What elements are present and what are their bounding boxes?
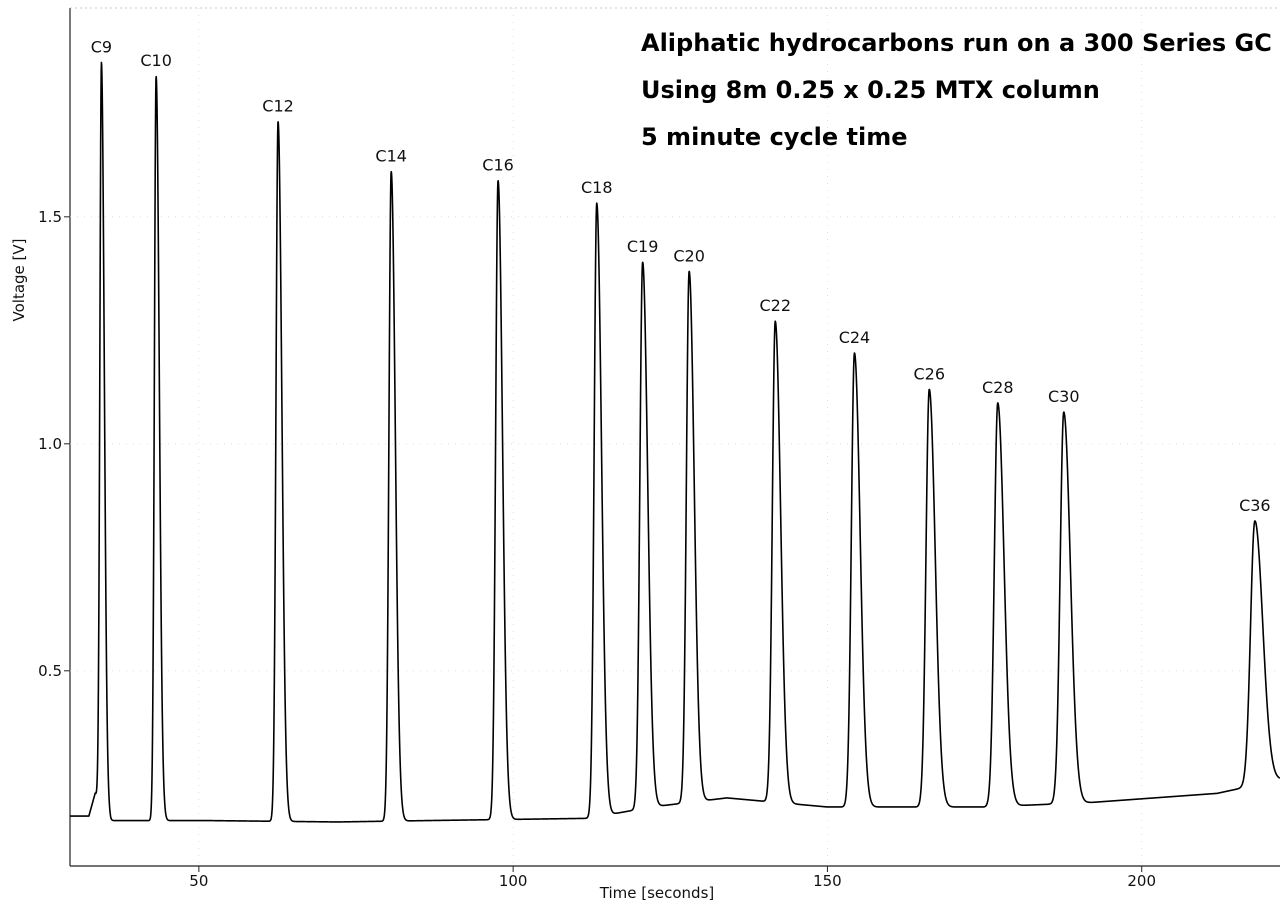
peak-label-c10: C10 xyxy=(140,51,172,70)
peak-label-c19: C19 xyxy=(627,237,659,256)
trace xyxy=(69,61,1280,823)
axes xyxy=(69,7,1280,867)
peak-label-c36: C36 xyxy=(1239,496,1271,515)
peak-label-c24: C24 xyxy=(839,328,871,347)
x-tick-label: 100 xyxy=(499,872,528,890)
y-axis-label: Voltage [V] xyxy=(10,239,28,322)
y-tick-label: 1.0 xyxy=(38,435,62,453)
peak-label-c18: C18 xyxy=(581,178,613,197)
title-line-2: Using 8m 0.25 x 0.25 MTX column xyxy=(641,76,1100,104)
peak-label-c22: C22 xyxy=(759,296,791,315)
peak-label-c12: C12 xyxy=(262,96,294,115)
x-tick-label: 50 xyxy=(189,872,208,890)
peak-label-c26: C26 xyxy=(913,364,945,383)
peak-labels: C9 C10 C12 C14 C16 C18 C19 C20 C22 C24 C26 C28 C30 C3… xyxy=(91,37,1271,515)
chart-title: Aliphatic hydrocarbons run on a 300 Seri… xyxy=(641,29,1272,151)
chromatogram-trace xyxy=(69,61,1280,823)
peak-label-c28: C28 xyxy=(982,378,1014,397)
ticks: 50 100 150 200 0.5 1.0 1.5 xyxy=(38,208,1156,890)
peak-label-c30: C30 xyxy=(1048,387,1080,406)
x-axis-label: Time [seconds] xyxy=(599,884,715,902)
peak-label-c9: C9 xyxy=(91,37,112,56)
title-line-3: 5 minute cycle time xyxy=(641,123,908,151)
peak-label-c14: C14 xyxy=(375,146,407,165)
title-line-1: Aliphatic hydrocarbons run on a 300 Seri… xyxy=(641,29,1272,57)
peak-label-c20: C20 xyxy=(673,246,705,265)
y-tick-label: 1.5 xyxy=(38,208,62,226)
y-tick-label: 0.5 xyxy=(38,662,62,680)
grid-dots xyxy=(70,8,1280,866)
peak-label-c16: C16 xyxy=(482,156,514,175)
x-tick-label: 150 xyxy=(813,872,842,890)
x-tick-label: 200 xyxy=(1127,872,1156,890)
